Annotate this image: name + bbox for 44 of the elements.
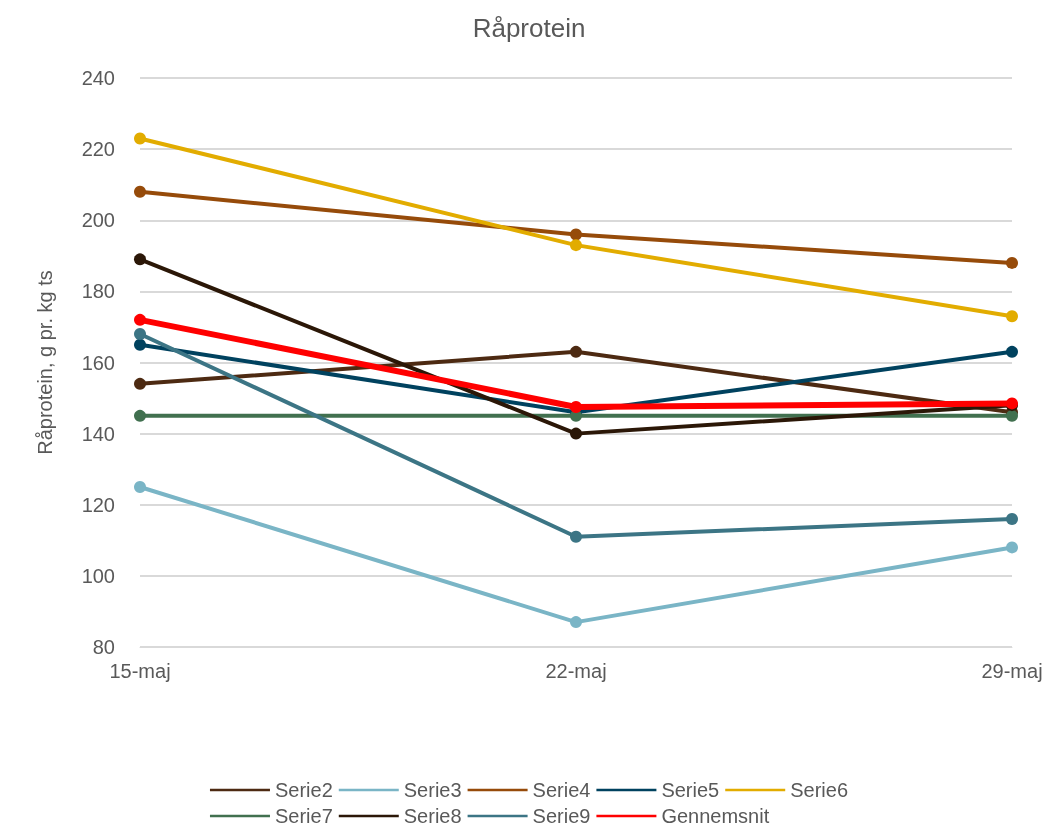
legend-label: Serie7 bbox=[274, 805, 333, 827]
y-axis-title: Råprotein, g pr. kg ts bbox=[34, 270, 56, 455]
x-tick-label: 29-maj bbox=[981, 660, 1043, 682]
y-tick-label: 120 bbox=[81, 493, 115, 516]
y-tick-label: 100 bbox=[81, 564, 115, 587]
point bbox=[570, 345, 582, 358]
point bbox=[134, 338, 146, 351]
y-tick-label: 80 bbox=[92, 636, 115, 658]
point bbox=[570, 530, 582, 543]
y-tick-label: 220 bbox=[81, 138, 115, 161]
point bbox=[134, 480, 146, 493]
point bbox=[134, 377, 146, 390]
legend-label: Serie6 bbox=[790, 779, 849, 801]
point bbox=[1006, 310, 1018, 323]
legend-label: Serie4 bbox=[532, 779, 591, 801]
x-tick-label: 15-maj bbox=[109, 660, 171, 682]
legend-label: Serie9 bbox=[532, 805, 591, 827]
point bbox=[134, 313, 146, 326]
y-tick-label: 160 bbox=[81, 351, 115, 374]
point bbox=[570, 228, 582, 241]
point bbox=[570, 400, 582, 413]
point bbox=[134, 409, 146, 422]
point bbox=[134, 253, 146, 266]
y-tick-label: 240 bbox=[81, 67, 115, 89]
legend-label: Serie8 bbox=[403, 805, 462, 827]
chart-title: Råprotein bbox=[472, 13, 586, 43]
point bbox=[134, 328, 146, 341]
point bbox=[134, 185, 146, 198]
point bbox=[134, 132, 146, 145]
legend-label: Gennemsnit bbox=[661, 805, 770, 827]
x-tick-label: 22-maj bbox=[545, 660, 607, 682]
point bbox=[1006, 256, 1018, 269]
point bbox=[570, 239, 582, 252]
y-tick-label: 200 bbox=[81, 209, 115, 232]
point bbox=[1006, 541, 1018, 554]
legend-label: Serie3 bbox=[403, 779, 462, 801]
point bbox=[1006, 345, 1018, 358]
legend-label: Serie5 bbox=[661, 779, 720, 801]
point bbox=[570, 616, 582, 629]
legend-label: Serie2 bbox=[274, 779, 333, 801]
point bbox=[1006, 512, 1018, 525]
point bbox=[570, 427, 582, 440]
y-tick-label: 140 bbox=[81, 422, 115, 445]
y-tick-label: 180 bbox=[81, 280, 115, 303]
